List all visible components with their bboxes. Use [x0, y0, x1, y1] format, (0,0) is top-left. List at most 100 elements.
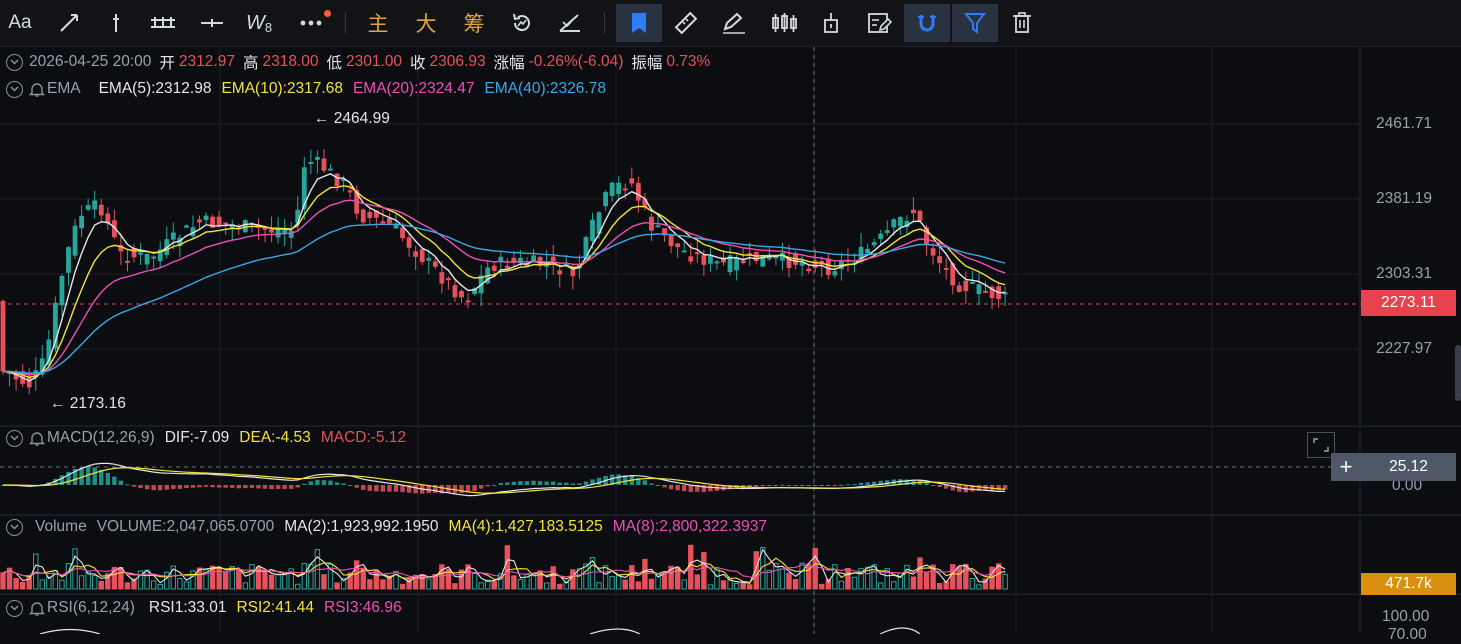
volume-bar — [616, 574, 622, 590]
pen-icon[interactable] — [718, 4, 750, 42]
zhu-button[interactable]: 主 — [362, 4, 394, 42]
volume-bar — [327, 563, 334, 590]
candle-body — [688, 256, 694, 262]
edit-drawing-icon[interactable] — [862, 4, 896, 42]
candle-body — [85, 205, 91, 210]
candle-body — [878, 233, 884, 240]
volume-bar — [642, 558, 648, 590]
volume-bar — [963, 563, 969, 590]
magnet-icon[interactable] — [904, 4, 950, 42]
expand-pane-icon[interactable] — [1307, 432, 1335, 458]
macd-bar — [433, 485, 438, 493]
candle-body — [917, 210, 923, 221]
notification-dot — [324, 10, 331, 17]
more-tools-icon[interactable] — [294, 4, 328, 42]
candle-body — [373, 210, 379, 218]
ema5-value: EMA(5):2312.98 — [98, 80, 212, 97]
volume-bar — [976, 584, 982, 590]
candle-body — [426, 257, 432, 261]
replay-icon[interactable] — [506, 4, 538, 42]
macd-bar — [976, 485, 982, 491]
chart-canvas[interactable] — [0, 47, 1461, 634]
candle-body — [223, 222, 229, 225]
measure-icon[interactable] — [554, 4, 586, 42]
volume-bar — [393, 570, 399, 590]
trash-icon[interactable] — [1006, 4, 1038, 42]
macd-bar — [996, 485, 1001, 491]
macd-bar — [826, 485, 831, 486]
candle-body — [0, 300, 6, 372]
rsi3-value: RSI3:46.96 — [324, 599, 402, 616]
side-scroll-handle[interactable] — [1455, 345, 1461, 401]
candle-body — [983, 290, 988, 293]
collapse-chevron-icon[interactable] — [6, 53, 23, 71]
volume-bar — [78, 575, 85, 590]
macd-bar — [551, 481, 556, 485]
macd-bar — [786, 485, 792, 486]
volume-bar — [845, 567, 851, 590]
alert-bell-icon[interactable] — [29, 430, 45, 446]
volume-bar — [694, 574, 700, 590]
volume-bar — [452, 583, 458, 590]
collapse-chevron-icon[interactable] — [6, 429, 23, 447]
volume-bar — [19, 581, 26, 590]
candle-body — [413, 251, 419, 257]
candle-body — [72, 225, 78, 256]
crosshair-add-icon[interactable]: + — [1331, 453, 1361, 481]
macd-bar — [505, 482, 510, 485]
ruler-icon[interactable] — [670, 4, 702, 42]
volume-bar — [498, 573, 504, 590]
macd-bar — [819, 485, 824, 486]
font-tool-button[interactable]: Aa — [4, 4, 36, 42]
macd-bar — [544, 481, 549, 485]
macd-indicator-name[interactable]: MACD(12,26,9) — [47, 429, 155, 446]
macd-bar — [72, 468, 78, 485]
da-button[interactable]: 大 — [410, 4, 442, 42]
candlestick-icon[interactable] — [766, 4, 802, 42]
volume-bar — [602, 565, 609, 590]
vertical-line-icon[interactable] — [102, 4, 130, 42]
candle-body — [59, 276, 65, 306]
candle-body — [111, 220, 117, 238]
volume-ma8-value: MA(8):2,800,322.3937 — [612, 518, 767, 535]
chou-button[interactable]: 筹 — [458, 4, 490, 42]
volume-bar — [760, 547, 766, 590]
volume-bar — [223, 572, 229, 590]
volume-bar — [714, 567, 720, 590]
close-label: 收 — [410, 55, 426, 72]
lock-icon[interactable] — [816, 4, 846, 42]
volume-bar — [747, 584, 753, 590]
alert-bell-icon[interactable] — [29, 600, 45, 616]
volume-bar — [557, 583, 563, 590]
volume-bar — [832, 564, 838, 590]
candle-body — [504, 265, 510, 269]
macd-bar — [387, 485, 392, 492]
filter-icon[interactable] — [952, 4, 998, 42]
ema5-line — [2, 173, 1006, 382]
rsi-indicator-name[interactable]: RSI(6,12,24) — [47, 599, 135, 616]
candle-body — [308, 161, 314, 165]
ema-indicator-name[interactable]: EMA — [47, 80, 81, 97]
macd-bar — [747, 485, 752, 488]
toolbar-divider — [604, 12, 605, 34]
volume-bar — [779, 568, 786, 590]
volume-bar — [295, 583, 301, 590]
candle-body — [242, 220, 248, 233]
bookmark-icon[interactable] — [616, 4, 662, 42]
collapse-chevron-icon[interactable] — [6, 80, 23, 98]
macd-bar — [793, 485, 798, 486]
macd-bar — [642, 480, 648, 485]
collapse-chevron-icon[interactable] — [6, 599, 23, 617]
fib-levels-icon[interactable] — [146, 4, 180, 42]
volume-indicator-name[interactable]: Volume — [35, 518, 87, 535]
alert-bell-icon[interactable] — [29, 81, 45, 97]
horizontal-line-icon[interactable] — [196, 4, 228, 42]
macd-bar — [636, 478, 641, 485]
trendline-icon[interactable] — [54, 4, 84, 42]
collapse-chevron-icon[interactable] — [6, 518, 23, 536]
macd-bar — [406, 485, 412, 493]
change-value: -0.26%(-6.04) — [528, 53, 624, 70]
ema40-line — [2, 223, 1006, 374]
macd-bar — [230, 485, 235, 488]
